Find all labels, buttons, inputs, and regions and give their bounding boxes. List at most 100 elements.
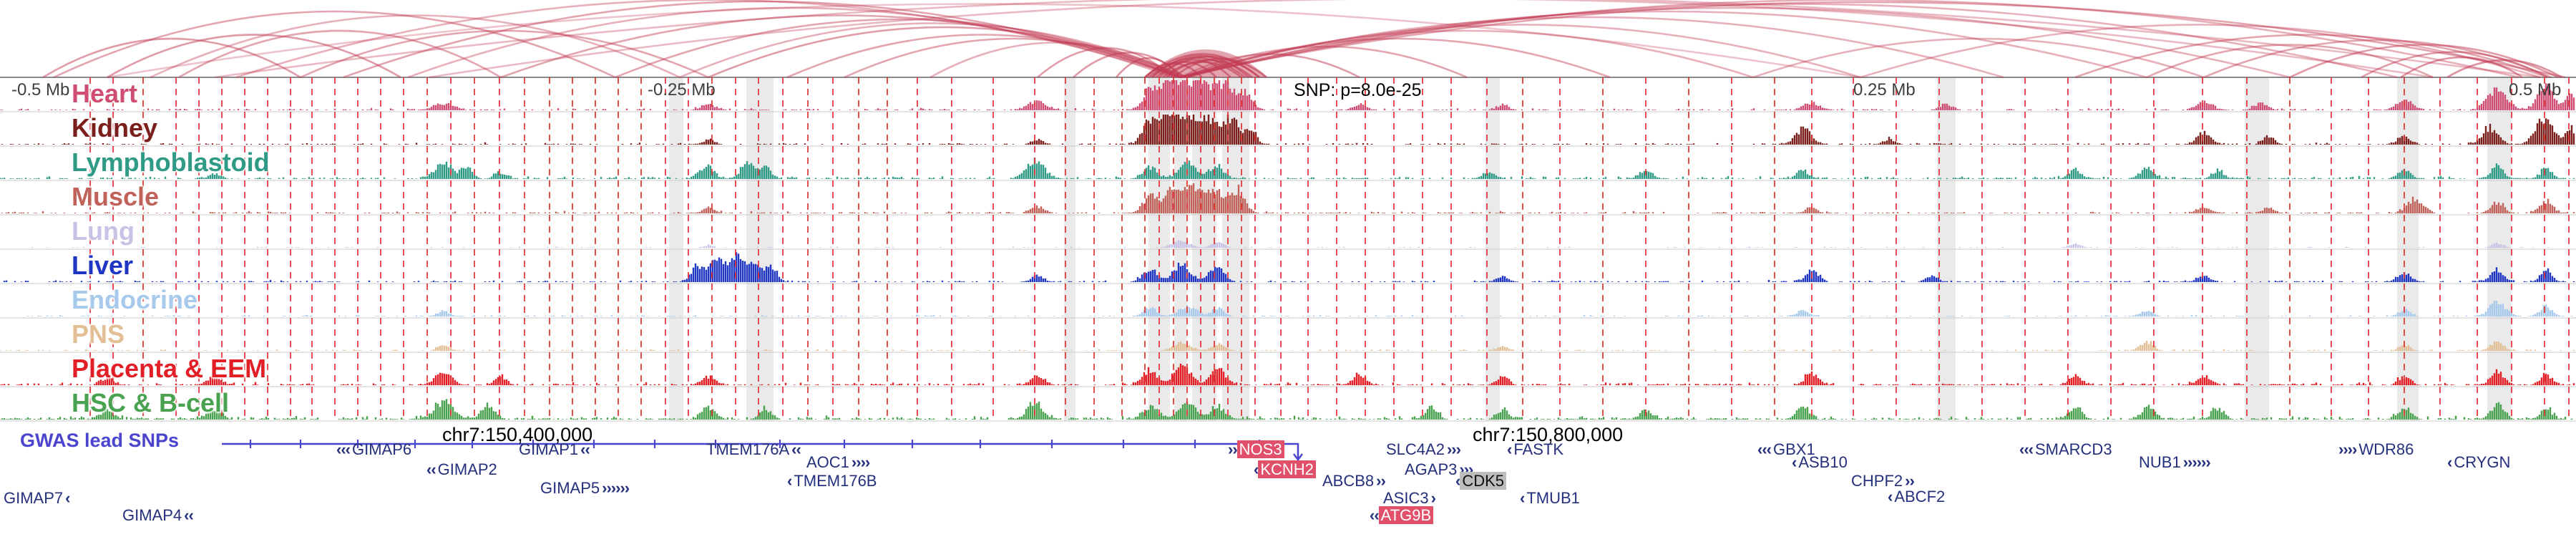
gene-name: AGAP3 (1405, 460, 1458, 478)
coordinate-label-chr7-150-400-000: chr7:150,400,000 (442, 424, 593, 445)
ruler-label-0-5-mb: -0.5 Mb (11, 80, 70, 100)
strand-arrows: ‹‹ (1370, 506, 1380, 524)
track-label-hsc-b-cell: HSC & B-cell (72, 388, 230, 417)
gene-name: CHPF2 (1851, 472, 1903, 490)
gene-label-slc4a2[interactable]: SLC4A2 ››› (1384, 440, 1461, 458)
gene-name: ATG9B (1378, 506, 1434, 524)
gene-label-tmem176a[interactable]: TMEM176A ‹‹ (704, 441, 801, 458)
signal-track-kidney[interactable] (1, 115, 2575, 145)
strand-arrows: ›› (1376, 472, 1386, 490)
gene-name: NOS3 (1236, 440, 1284, 458)
gene-name: CRYGN (2454, 453, 2511, 471)
gene-label-atg9b[interactable]: ‹‹ ATG9B (1370, 506, 1434, 524)
signal-track-endocrine[interactable] (26, 301, 2573, 316)
strand-arrows: ››› (1446, 440, 1461, 458)
ruler-label-0-5-mb: 0.5 Mb (2509, 80, 2562, 100)
gene-label-smarcd3[interactable]: ‹‹‹ SMARCD3 (2019, 441, 2114, 458)
gene-label-asb10[interactable]: ‹ ASB10 (1792, 454, 1850, 471)
track-label-muscle: Muscle (72, 182, 160, 211)
gene-name: SLC4A2 (1386, 440, 1445, 458)
signal-track-lung[interactable] (31, 240, 2550, 248)
strand-arrows: ‹‹‹ (1757, 440, 1772, 458)
gene-name: TMEM176A (706, 440, 790, 458)
gene-name: TMUB1 (1526, 489, 1580, 507)
gene-name: TMEM176B (794, 472, 877, 490)
gene-label-aoc1[interactable]: AOC1 ›››› (804, 453, 870, 471)
gene-name: KCNH2 (1258, 460, 1316, 478)
gwas-lead-snps-label: GWAS lead SNPs (20, 430, 180, 451)
strand-arrows: ‹‹‹ (336, 440, 351, 458)
ruler-label-snp-p-8-0e-25: SNP: p=8.0e-25 (1294, 80, 1422, 100)
gene-label-tmub1[interactable]: ‹ TMUB1 (1520, 490, 1582, 507)
gwas-lead-snps-track (222, 440, 1303, 462)
track-label-lung: Lung (72, 216, 135, 246)
strand-arrows: ›› (1905, 472, 1915, 490)
gene-label-tmem176b[interactable]: ‹ TMEM176B (787, 473, 879, 490)
strand-arrows: ›››››› (2182, 453, 2211, 471)
track-label-endocrine: Endocrine (72, 285, 198, 314)
gene-name: GIMAP7 (4, 489, 64, 507)
interaction-arcs (42, 0, 2566, 79)
strand-arrows: ‹ (1455, 472, 1460, 490)
strand-arrows: ‹ (787, 472, 792, 490)
strand-arrows: ‹ (1520, 489, 1525, 507)
strand-arrows: ›››››› (602, 479, 630, 497)
gene-label-gimap2[interactable]: ‹‹ GIMAP2 (426, 461, 499, 478)
signal-track-liver[interactable] (3, 252, 2575, 282)
gene-name: ASB10 (1798, 453, 1848, 471)
strand-arrows: ‹ (2447, 453, 2452, 471)
gene-name: AOC1 (806, 453, 849, 471)
gene-name: CDK5 (1460, 472, 1507, 490)
strand-arrows: ‹ (1792, 453, 1797, 471)
signal-track-lymphoblastoid[interactable] (0, 158, 2575, 179)
ruler-label-0-25-mb: -0.25 Mb (648, 80, 716, 100)
track-label-kidney: Kidney (72, 113, 158, 142)
strand-arrows: ‹‹‹ (2019, 440, 2034, 458)
signal-track-hsc-b-cell[interactable] (1, 399, 2573, 420)
track-label-pns: PNS (72, 319, 125, 349)
gene-name: GBX1 (1772, 440, 1815, 458)
gene-name: GIMAP6 (351, 440, 412, 458)
gene-label-gimap1[interactable]: GIMAP1 ‹‹ (517, 441, 590, 458)
gene-label-kcnh2[interactable]: ‹ KCNH2 (1254, 460, 1316, 478)
strand-arrows: ›››› (2338, 440, 2357, 458)
strand-arrows: › (1430, 489, 1436, 507)
gene-label-gimap7[interactable]: GIMAP7 ‹ (1, 489, 71, 507)
gene-name: FASTK (1513, 440, 1564, 458)
track-separators (0, 77, 2576, 422)
signal-track-placenta-eem[interactable] (0, 363, 2575, 385)
signal-track-pns[interactable] (0, 340, 2575, 351)
strand-arrows: ‹ (65, 489, 70, 507)
gene-label-nos3[interactable]: ›› NOS3 (1228, 440, 1284, 458)
track-label-heart: Heart (72, 79, 138, 108)
gene-label-asic3[interactable]: ASIC3 › (1381, 489, 1436, 507)
gene-name: GIMAP5 (540, 479, 600, 497)
gene-label-gimap6[interactable]: ‹‹‹ GIMAP6 (336, 441, 414, 458)
gene-label-wdr86[interactable]: ›››› WDR86 (2338, 441, 2416, 458)
ruler-label-0-25-mb: 0.25 Mb (1853, 80, 1916, 100)
gene-label-cdk5[interactable]: ‹ CDK5 (1455, 472, 1507, 490)
strand-arrows: ‹ (1507, 440, 1512, 458)
gene-name: ABCB8 (1322, 472, 1375, 490)
gene-label-chpf2[interactable]: CHPF2 ›› (1849, 472, 1915, 490)
gene-name: NUB1 (2139, 453, 2181, 471)
gene-label-gimap4[interactable]: GIMAP4 ‹‹ (120, 507, 194, 524)
gene-label-gimap5[interactable]: GIMAP5 ›››››› (538, 479, 630, 497)
snp-highlight-lines (89, 77, 2570, 421)
gene-label-crygn[interactable]: ‹ CRYGN (2447, 454, 2512, 471)
gene-label-abcb8[interactable]: ABCB8 ›› (1320, 472, 1386, 490)
gene-name: ASIC3 (1383, 489, 1429, 507)
track-label-liver: Liver (72, 251, 134, 280)
signal-track-muscle[interactable] (1, 183, 2575, 213)
gene-name: GIMAP1 (519, 440, 579, 458)
signal-track-heart[interactable] (0, 80, 2575, 110)
gene-label-abcf2[interactable]: ‹ ABCF2 (1888, 488, 1947, 505)
gene-label-gbx1[interactable]: ‹‹‹ GBX1 (1757, 441, 1818, 458)
gene-label-nub1[interactable]: NUB1 ›››››› (2137, 453, 2211, 471)
gene-label-fastk[interactable]: ‹ FASTK (1507, 441, 1566, 458)
track-label-lymphoblastoid: Lymphoblastoid (72, 147, 270, 177)
gene-name: WDR86 (2358, 440, 2414, 458)
strand-arrows: ›› (1228, 440, 1238, 458)
